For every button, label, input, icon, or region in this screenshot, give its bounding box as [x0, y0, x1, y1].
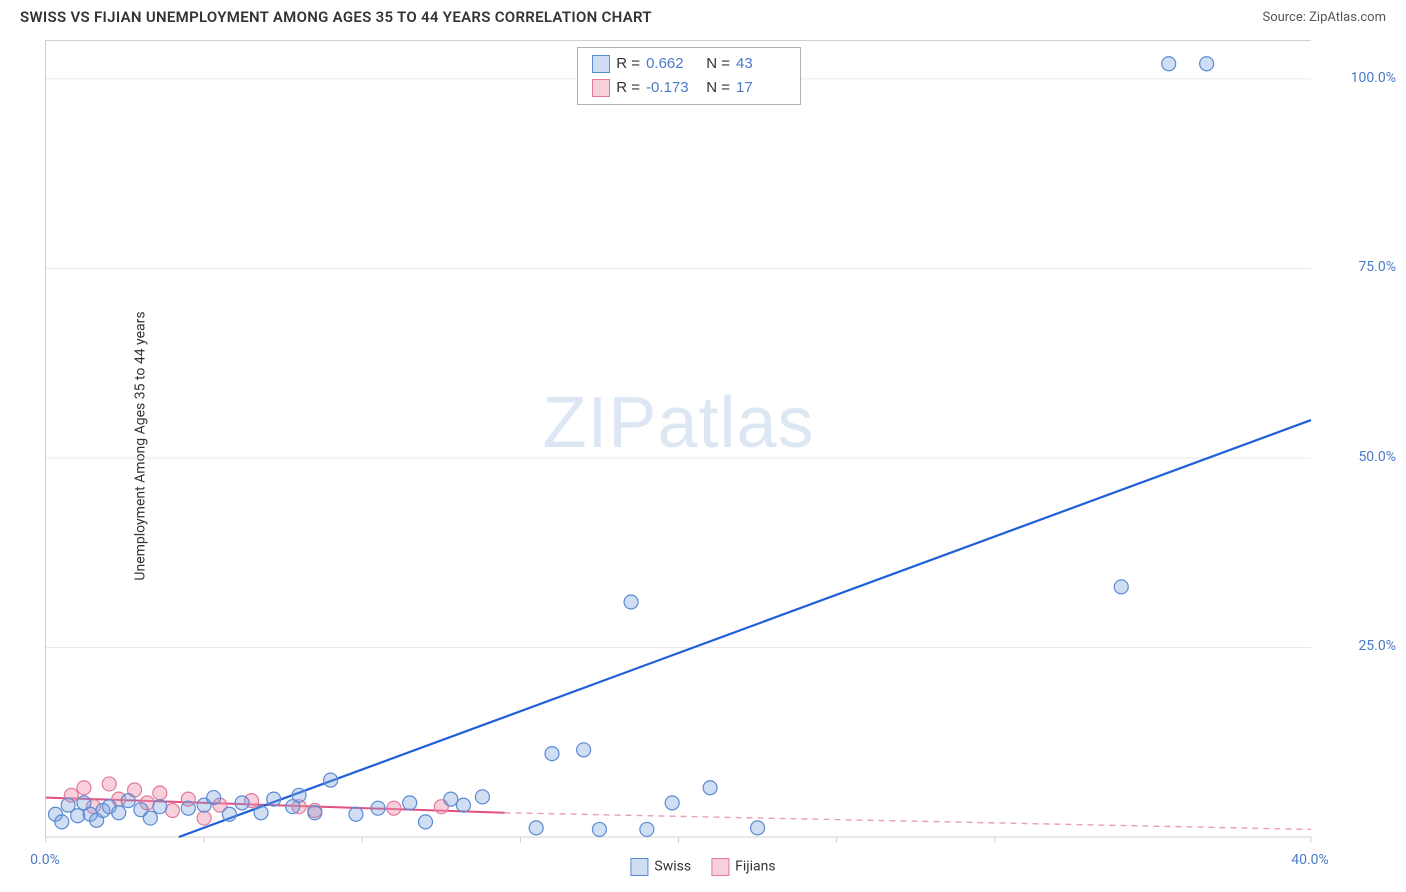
swatch-fijians: [592, 79, 610, 97]
x-tick-label: 0.0%: [30, 852, 60, 868]
n-value-fijians: 17: [736, 76, 786, 100]
chart-title: SWISS VS FIJIAN UNEMPLOYMENT AMONG AGES …: [20, 8, 652, 26]
correlation-stats-box: R = 0.662 N = 43 R = -0.173 N = 17: [577, 47, 801, 105]
legend-item-fijians: Fijians: [711, 858, 775, 876]
scatter-plot-svg: [46, 41, 1311, 837]
stats-row-fijians: R = -0.173 N = 17: [592, 76, 786, 100]
r-value-swiss: 0.662: [646, 52, 696, 76]
y-tick-label: 50.0%: [1358, 449, 1396, 465]
source-label: Source: ZipAtlas.com: [1262, 10, 1386, 25]
y-tick-label: 100.0%: [1351, 70, 1396, 86]
stats-row-swiss: R = 0.662 N = 43: [592, 52, 786, 76]
r-value-fijians: -0.173: [646, 76, 696, 100]
legend: Swiss Fijians: [630, 858, 775, 876]
swatch-swiss: [592, 55, 610, 73]
y-tick-label: 25.0%: [1358, 638, 1396, 654]
n-value-swiss: 43: [736, 52, 786, 76]
y-tick-label: 75.0%: [1358, 259, 1396, 275]
legend-swatch-fijians: [711, 858, 729, 876]
chart-plot-area: ZIPatlas R = 0.662 N = 43 R = -0.173 N =…: [45, 40, 1311, 837]
legend-item-swiss: Swiss: [630, 858, 691, 876]
x-tick-label: 40.0%: [1291, 852, 1329, 868]
legend-swatch-swiss: [630, 858, 648, 876]
